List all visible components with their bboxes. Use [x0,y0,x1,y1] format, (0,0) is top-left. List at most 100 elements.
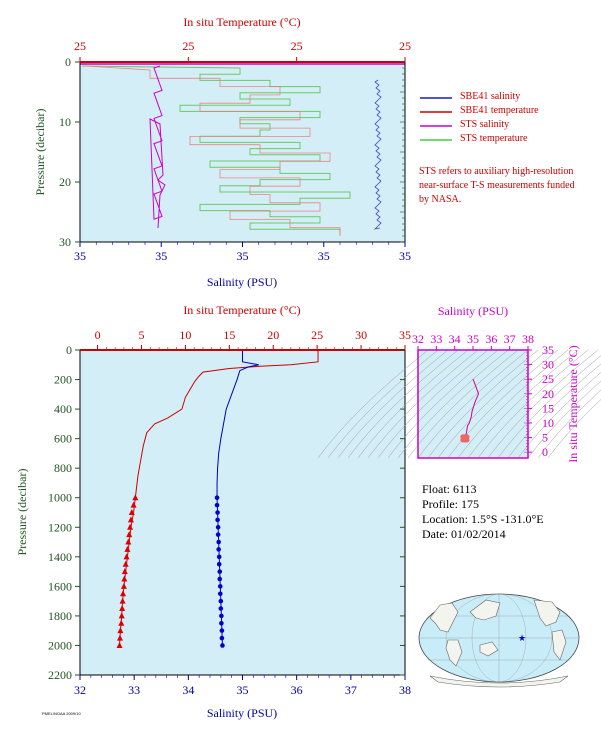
main-temp-axis-title: In situ Temperature (°C) [183,303,300,317]
temperature-marker [123,553,130,560]
top-salinity-tick-label: 35 [155,249,167,263]
salinity-marker [218,598,224,604]
top-salinity-axis-title: Salinity (PSU) [207,275,277,289]
main-pressure-tick-label: 400 [54,402,72,416]
main-pressure-tick-label: 600 [54,432,72,446]
ts-salinity-axis-title: Salinity (PSU) [438,304,508,318]
isopycnal [347,349,459,459]
legend-swatches [420,97,452,141]
salinity-marker [218,606,224,611]
ts-salinity-ticks: 32 33 34 35 36 37 38 [412,332,534,350]
ts-salinity-tick-label: 32 [412,332,424,346]
temperature-marker [121,575,128,582]
salinity-marker [216,539,221,545]
main-salinity-tick-label: 32 [74,683,86,697]
main-plot-lines [116,350,319,648]
salinity-marker [217,576,223,582]
temperature-marker [126,531,133,538]
main-salinity-ticks: 32 33 34 35 36 37 38 [74,675,411,697]
temperature-marker [125,538,132,545]
ts-salinity-tick-label: 34 [449,332,461,346]
top-plot-area [80,62,405,242]
isopycnal [387,349,499,459]
main-pressure-tick-label: 1400 [48,550,72,564]
isopycnal [357,349,469,459]
ts-temp-tick-label: 35 [542,343,554,357]
temperature-marker [128,509,135,515]
isopycnal [377,349,489,459]
top-salinity-ticks: 35 35 35 35 35 [74,242,411,263]
main-pressure-tick-label: 1200 [48,520,72,534]
top-pressure-ticks: 0 10 20 30 [59,55,405,249]
isopycnal [477,349,589,459]
isopycnal [397,349,509,459]
salinity-marker [219,613,224,619]
salinity-marker [215,524,221,530]
main-temp-tick-label: 15 [223,328,235,342]
ts-temp-tick-label: 30 [542,358,554,372]
main-temp-tick-label: 25 [311,328,323,342]
salinity-marker [219,620,224,626]
main-salinity-tick-label: 38 [399,683,411,697]
top-temp-tick-label: 25 [399,39,411,53]
salinity-profile-line [216,350,259,646]
temperature-marker [121,568,128,575]
temperature-marker [120,590,127,597]
main-pressure-tick-label: 1000 [48,491,72,505]
temperature-marker [127,523,134,530]
ts-temp-axis-title: In situ Temperature (°C) [566,345,580,462]
sts-note: STS refers to auxiliary high-resolution … [419,166,575,205]
temperature-marker [116,641,123,648]
isopycnal [547,398,601,459]
ts-curve [464,378,480,438]
ts-isopycnals [317,349,601,459]
main-plot-area [80,350,405,675]
legend-label-sbe41-salinity: SBE41 salinity [460,91,521,102]
salinity-marker [214,495,220,501]
ts-salinity-tick-label: 37 [504,332,516,346]
ts-temp-tick-label: 5 [542,431,548,445]
float-id: Float: 6113 [422,482,477,496]
temperature-marker [117,627,124,634]
main-temp-tick-label: 5 [138,328,144,342]
legend-label-sts-salinity: STS salinity [460,119,510,130]
ts-deep-marker [464,437,470,443]
top-pressure-axis-title: Pressure (decibar) [33,109,47,196]
main-salinity-tick-label: 35 [237,683,249,697]
top-temp-ticks: 25 25 25 25 [74,39,411,62]
ts-plot-area [418,350,528,458]
main-pressure-axis-title: Pressure (decibar) [15,469,29,556]
ts-temp-tick-label: 0 [542,445,548,459]
salinity-marker [215,532,221,537]
top-temp-tick-label: 25 [182,39,194,53]
temperature-marker [127,516,134,523]
top-pressure-tick-label: 30 [59,235,71,249]
ts-salinity-tick-label: 35 [467,332,479,346]
ts-temp-tick-label: 25 [542,372,554,386]
ts-salinity-tick-label: 33 [430,332,442,346]
isopycnal [367,349,479,459]
isopycnal [407,349,519,459]
ts-temp-tick-label: 20 [542,387,554,401]
salinity-marker [217,584,223,589]
ts-plot-lines [460,378,480,443]
map-land [429,599,569,688]
temperature-marker [119,597,126,604]
isopycnal [317,349,429,459]
temperature-marker [118,619,125,626]
main-salinity-tick-label: 36 [291,683,303,697]
isopycnal [507,363,601,459]
salinity-marker [219,635,225,641]
main-pressure-tick-label: 2200 [48,668,72,682]
salinity-marker [216,547,221,552]
main-pressure-tick-label: 0 [66,343,72,357]
profile-number: Profile: 175 [422,497,479,511]
temperature-marker [118,612,125,619]
isopycnal [327,349,439,459]
sbe41-salinity-trace [373,79,382,230]
isopycnal [527,380,601,459]
temperature-marker [119,605,126,612]
